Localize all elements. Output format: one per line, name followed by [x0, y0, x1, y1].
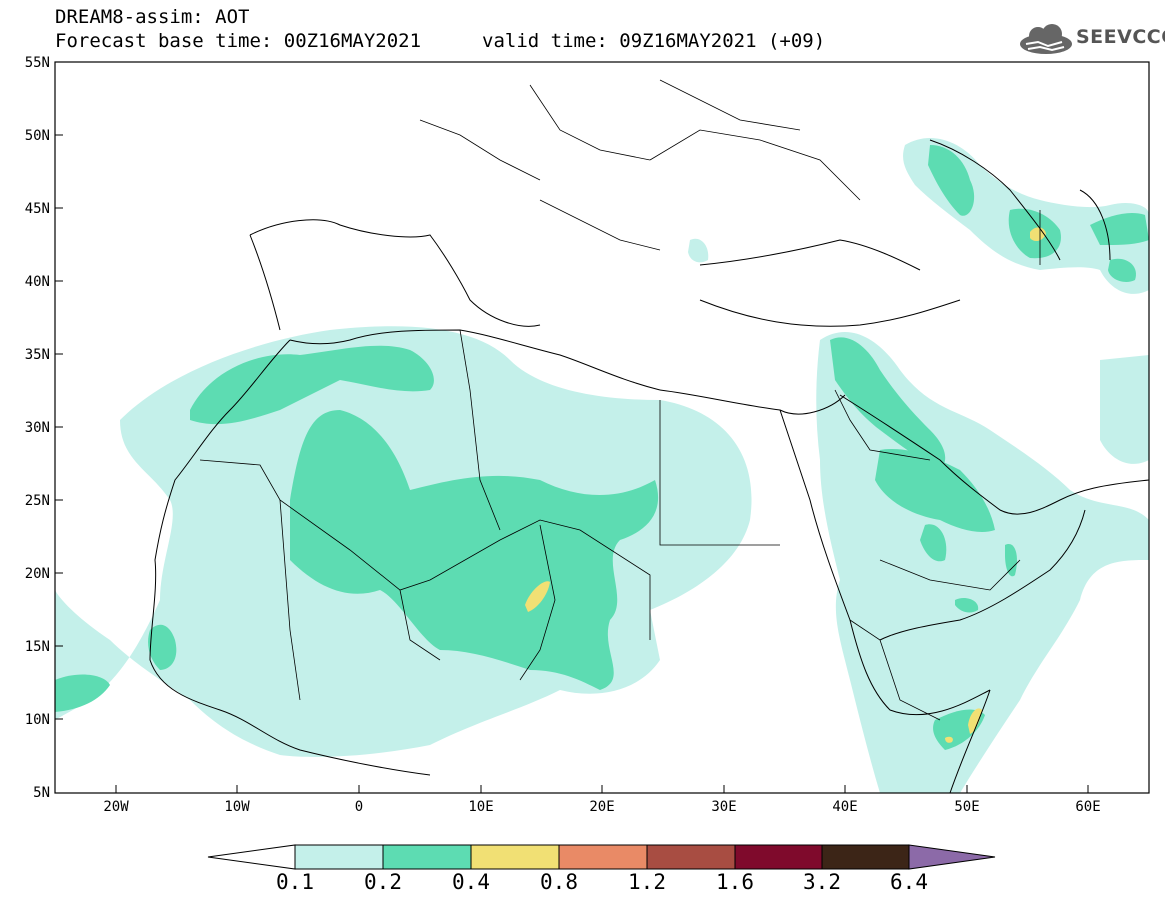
lat-label: 25N	[24, 493, 50, 509]
seevccc-logo: SEEVCCC	[1018, 24, 1165, 56]
aot-layer-0.1	[55, 137, 1149, 793]
axis-ticks	[55, 61, 1089, 793]
lat-label: 5N	[33, 785, 50, 801]
lon-label: 10E	[468, 799, 494, 815]
lat-label: 40N	[24, 274, 50, 290]
lat-label: 20N	[24, 566, 50, 582]
lon-label: 0	[354, 799, 364, 815]
colorbar-segment-0.4	[470, 844, 560, 870]
colorbar-label: 1.2	[628, 870, 666, 894]
colorbar-label: 0.4	[452, 870, 490, 894]
valid-time: valid time: 09Z16MAY2021 (+09)	[482, 30, 826, 52]
colorbar-segment-3.2	[821, 844, 910, 870]
colorbar-label: 0.8	[540, 870, 578, 894]
country-borders	[199, 79, 1041, 721]
colorbar	[207, 844, 996, 870]
colorbar-under-arrow	[207, 844, 296, 870]
colorbar-segment-0.2	[382, 844, 472, 870]
colorbar-label: 3.2	[803, 870, 841, 894]
lon-label: 50E	[954, 799, 980, 815]
colorbar-label: 0.2	[364, 870, 402, 894]
lon-label: 20W	[103, 799, 129, 815]
lat-label: 35N	[24, 347, 50, 363]
colorbar-over-arrow	[908, 844, 996, 870]
lat-label: 55N	[24, 55, 50, 71]
lon-label: 60E	[1075, 799, 1101, 815]
logo-label: SEEVCCC	[1076, 26, 1165, 48]
map-title: DREAM8-assim: AOT	[55, 6, 250, 28]
colorbar-segment-1.6	[734, 844, 823, 870]
cloud-icon	[1020, 24, 1072, 54]
forecast-base-time: Forecast base time: 00Z16MAY2021	[55, 30, 422, 52]
lat-label: 30N	[24, 420, 50, 436]
colorbar-label: 0.1	[276, 870, 314, 894]
coastlines	[149, 139, 1149, 793]
lat-label: 10N	[24, 712, 50, 728]
lon-label: 10W	[224, 799, 250, 815]
lat-label: 15N	[24, 639, 50, 655]
colorbar-segment-1.2	[646, 844, 736, 870]
lon-label: 40E	[832, 799, 858, 815]
lat-label: 45N	[24, 201, 50, 217]
colorbar-label: 1.6	[716, 870, 754, 894]
lon-label: 30E	[711, 799, 737, 815]
colorbar-label: 6.4	[890, 870, 928, 894]
lon-label: 20E	[589, 799, 615, 815]
lat-label: 50N	[24, 128, 50, 144]
colorbar-segment-0.1	[294, 844, 384, 870]
colorbar-segment-0.8	[558, 844, 648, 870]
